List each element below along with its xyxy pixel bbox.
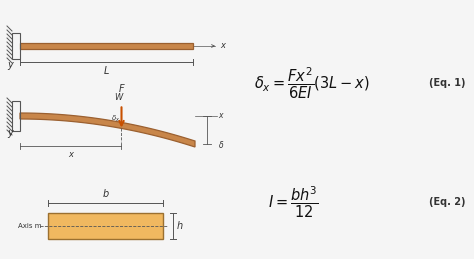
Text: L: L: [104, 66, 109, 76]
Text: $\delta$: $\delta$: [218, 139, 224, 149]
Text: $I = \dfrac{bh^3}{12}$: $I = \dfrac{bh^3}{12}$: [268, 184, 319, 220]
Text: Axis m: Axis m: [18, 223, 42, 229]
Text: x: x: [68, 150, 73, 160]
Text: (Eq. 2): (Eq. 2): [429, 197, 465, 207]
Text: F: F: [118, 84, 124, 95]
Text: x: x: [218, 112, 222, 120]
Bar: [48, 213, 163, 239]
Text: x: x: [220, 41, 225, 51]
Bar: [12, 101, 20, 131]
Bar: [12, 33, 20, 59]
Text: b: b: [102, 189, 109, 199]
Text: y: y: [7, 60, 13, 70]
Text: y: y: [7, 128, 13, 138]
Bar: [20, 43, 193, 49]
Text: $\delta_x = \dfrac{Fx^2}{6EI}(3L-x)$: $\delta_x = \dfrac{Fx^2}{6EI}(3L-x)$: [254, 65, 369, 100]
Polygon shape: [20, 113, 195, 147]
Text: W: W: [114, 93, 123, 102]
Text: (Eq. 1): (Eq. 1): [429, 78, 465, 88]
Text: $\delta_x$: $\delta_x$: [111, 113, 121, 124]
Text: h: h: [177, 221, 183, 231]
